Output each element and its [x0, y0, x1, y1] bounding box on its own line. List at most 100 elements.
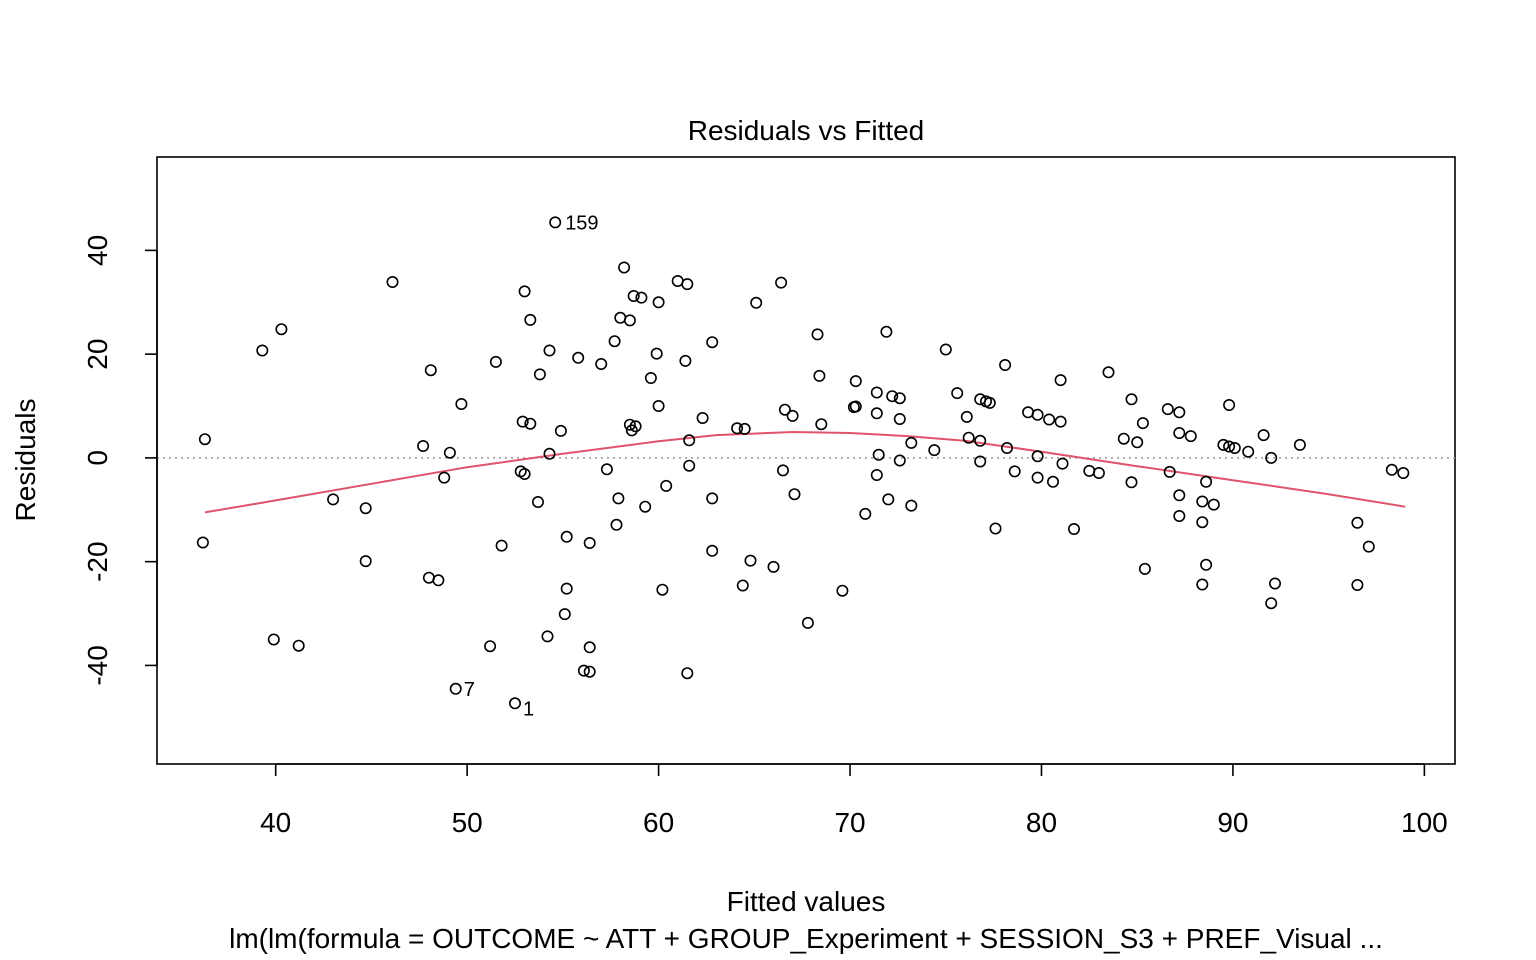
y-tick-label: -20	[82, 541, 113, 581]
data-point	[267, 633, 280, 646]
x-tick-label: 90	[1217, 807, 1248, 838]
data-point	[572, 351, 585, 364]
data-point	[1047, 475, 1060, 488]
x-axis-label: Fitted values	[727, 886, 886, 917]
x-tick-label: 60	[643, 807, 674, 838]
data-point	[999, 358, 1012, 371]
data-point-labeled	[449, 682, 462, 695]
data-point	[750, 296, 763, 309]
point-label: 159	[565, 212, 598, 234]
data-point	[495, 539, 508, 552]
data-point	[872, 448, 885, 461]
data-point	[1054, 415, 1067, 428]
data-point	[1173, 489, 1186, 502]
data-point	[1200, 558, 1213, 571]
data-point	[951, 387, 964, 400]
y-axis: -40 -20 0 20 40	[82, 235, 158, 686]
data-point	[731, 422, 744, 435]
data-point	[558, 608, 571, 621]
data-point	[880, 325, 893, 338]
data-point	[1196, 578, 1209, 591]
data-point	[1173, 426, 1186, 439]
data-point	[974, 434, 987, 447]
data-point	[614, 311, 627, 324]
data-point	[644, 371, 657, 384]
x-tick-label: 50	[452, 807, 483, 838]
data-point	[1196, 516, 1209, 529]
data-point	[681, 278, 694, 291]
data-point	[1242, 445, 1255, 458]
data-point	[1385, 463, 1398, 476]
data-point	[1083, 464, 1096, 477]
data-point	[1200, 475, 1213, 488]
data-point	[1131, 436, 1144, 449]
data-point	[849, 375, 862, 388]
data-point	[256, 344, 269, 357]
data-point	[893, 412, 906, 425]
data-point	[533, 368, 546, 381]
data-point	[776, 464, 789, 477]
data-point	[543, 447, 556, 460]
data-point	[738, 422, 751, 435]
data-point	[623, 418, 636, 431]
data-point	[788, 488, 801, 501]
data-point	[859, 507, 872, 520]
data-point	[1102, 366, 1115, 379]
data-point	[516, 415, 529, 428]
data-point	[1054, 374, 1067, 387]
data-point	[275, 323, 288, 336]
data-point	[639, 500, 652, 513]
plot-frame	[156, 156, 1456, 765]
data-point	[1136, 417, 1149, 430]
smooth-line-layer	[204, 430, 1406, 514]
data-point	[1173, 509, 1186, 522]
x-tick-label: 80	[1026, 807, 1057, 838]
data-point	[1068, 522, 1081, 535]
data-point	[1257, 429, 1270, 442]
data-point	[652, 399, 665, 412]
data-point	[1125, 393, 1138, 406]
data-point	[989, 522, 1002, 535]
data-point	[518, 285, 531, 298]
data-point	[813, 369, 826, 382]
smooth-line	[204, 430, 1406, 514]
data-point	[849, 400, 862, 413]
data-point	[1000, 441, 1013, 454]
data-point	[1351, 516, 1364, 529]
data-point	[1031, 408, 1044, 421]
data-point	[1397, 466, 1410, 479]
data-point	[786, 409, 799, 422]
data-point	[775, 276, 788, 289]
point-label: 1	[523, 698, 534, 720]
data-point	[432, 574, 445, 587]
data-point	[1269, 577, 1282, 590]
data-point	[583, 536, 596, 549]
data-point	[618, 261, 631, 274]
data-point	[627, 289, 640, 302]
y-tick-label: 20	[82, 339, 113, 370]
data-point	[1008, 465, 1021, 478]
data-point	[595, 357, 608, 370]
data-point	[577, 664, 590, 677]
data-point	[359, 502, 372, 515]
chart-title: Residuals vs Fitted	[688, 115, 925, 146]
data-point	[1196, 495, 1209, 508]
data-point	[870, 468, 883, 481]
data-point	[801, 616, 814, 629]
data-point	[635, 291, 648, 304]
data-point	[870, 407, 883, 420]
data-point	[882, 493, 895, 506]
data-point	[443, 446, 456, 459]
data-point	[656, 583, 669, 596]
data-point	[1362, 540, 1375, 553]
data-point	[623, 314, 636, 327]
data-point	[424, 364, 437, 377]
data-point	[939, 343, 952, 356]
data-point	[518, 467, 531, 480]
data-point	[886, 390, 899, 403]
data-point	[489, 355, 502, 368]
data-point	[696, 411, 709, 424]
data-point	[1223, 440, 1236, 453]
data-point	[1265, 451, 1278, 464]
